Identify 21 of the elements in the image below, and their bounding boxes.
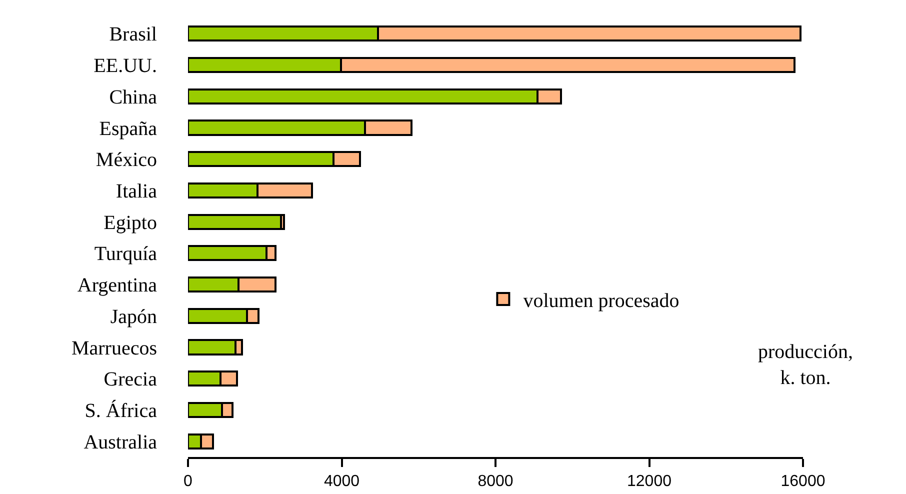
y-tick-label: Brasil [109, 24, 158, 46]
y-tick-label: Argentina [77, 274, 158, 297]
y-tick-label: Japón [110, 306, 157, 328]
x-tick-label: 8000 [478, 473, 514, 490]
y-tick-label: Grecia [104, 368, 158, 391]
y-tick-label: EE.UU. [94, 55, 157, 78]
y-tick-label: España [99, 118, 158, 140]
y-tick-label: Marruecos [71, 337, 158, 360]
y-tick-label: S. África [84, 398, 158, 422]
x-tick-label: 16000 [780, 473, 826, 490]
y-tick-label: Turquía [94, 243, 158, 266]
y-tick-label: Australia [84, 431, 158, 454]
y-tick-label: China [109, 86, 158, 108]
x-tick-label: 4000 [324, 473, 360, 490]
x-tick-label: 0 [184, 473, 193, 490]
y-tick-label: México [96, 149, 157, 172]
x-tick-label: 12000 [627, 473, 672, 490]
x-axis-title: producción, k. ton. [758, 341, 853, 389]
y-tick-label: Egipto [104, 212, 157, 234]
legend-label: volumen procesado [523, 290, 680, 312]
y-tick-label: Italia [116, 180, 158, 202]
